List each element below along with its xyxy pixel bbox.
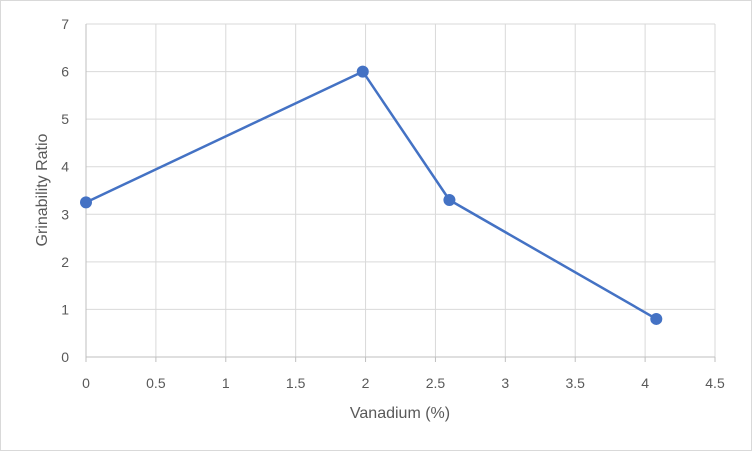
data-series xyxy=(80,65,663,325)
x-tick-label: 0 xyxy=(82,375,90,391)
y-tick-label: 1 xyxy=(61,301,69,317)
x-axis-title: Vanadium (%) xyxy=(350,405,450,422)
x-tick-label: 2 xyxy=(362,375,370,391)
x-tick-label: 3 xyxy=(501,375,509,391)
y-tick-label: 0 xyxy=(61,349,69,365)
y-tick-label: 7 xyxy=(61,16,69,32)
x-tick-labels: 0 0.5 1 1.5 2 2.5 3 3.5 4 4.5 xyxy=(82,375,725,391)
y-tick-label: 2 xyxy=(61,254,69,270)
x-tick-label: 3.5 xyxy=(565,375,585,391)
y-tick-label: 4 xyxy=(61,159,69,175)
data-point xyxy=(650,312,663,325)
data-point xyxy=(80,196,92,209)
axes xyxy=(85,24,716,362)
x-tick-label: 1.5 xyxy=(286,375,306,391)
x-tick-label: 4 xyxy=(641,375,649,391)
y-tick-label: 3 xyxy=(61,206,69,222)
y-tick-label: 5 xyxy=(61,111,69,127)
y-tick-label: 6 xyxy=(61,64,69,80)
data-point xyxy=(443,194,456,207)
gridlines xyxy=(86,23,716,357)
series-line xyxy=(84,70,658,321)
x-tick-label: 0.5 xyxy=(146,375,166,391)
x-tick-label: 2.5 xyxy=(426,375,446,391)
data-point xyxy=(356,65,369,78)
y-tick-labels: 0 1 2 3 4 5 6 7 xyxy=(61,16,69,365)
y-axis-title: Grinability Ratio xyxy=(34,133,51,246)
x-tick-label: 4.5 xyxy=(705,375,725,391)
x-tick-label: 1 xyxy=(222,375,230,391)
